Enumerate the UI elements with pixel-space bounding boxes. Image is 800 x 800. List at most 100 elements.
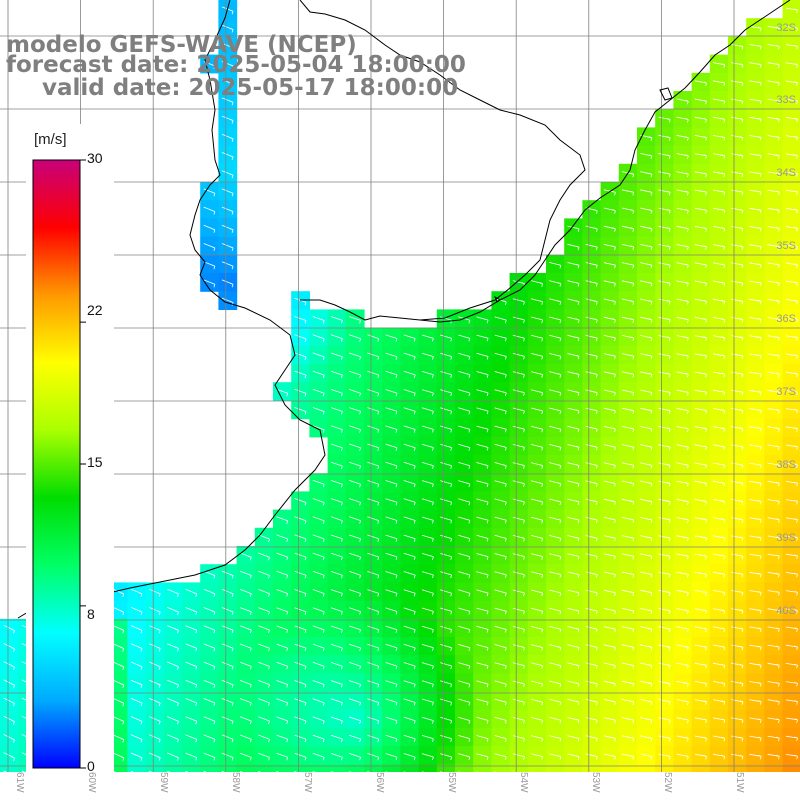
wind-arrow [203, 206, 216, 215]
wind-arrow [567, 553, 580, 560]
wind-arrow [403, 625, 416, 633]
wind-arrow [439, 753, 453, 761]
wind-arrow [640, 498, 653, 505]
wind-arrow [585, 735, 598, 742]
wind-arrow [439, 516, 453, 524]
wind-arrow [731, 608, 744, 614]
wind-arrow [167, 716, 179, 725]
wind-arrow [603, 680, 616, 687]
wind-arrow [731, 735, 744, 742]
wind-arrow [749, 408, 762, 414]
wind-arrow [549, 298, 562, 305]
wind-arrow [130, 716, 143, 725]
wind-arrow [149, 752, 161, 761]
wind-arrow [385, 352, 398, 360]
wind-arrow [658, 316, 671, 323]
wind-arrow [549, 735, 562, 742]
wind-arrow [567, 389, 580, 396]
wind-arrow [112, 752, 125, 761]
wind-arrow [330, 734, 343, 743]
wind-arrow [767, 699, 780, 705]
wind-arrow [512, 553, 525, 560]
wind-arrow [767, 317, 780, 323]
wind-arrow [203, 661, 216, 670]
wind-arrow [385, 461, 398, 470]
wind-arrow [530, 717, 544, 724]
wind-arrow [367, 571, 380, 579]
wind-arrow [567, 353, 580, 360]
wind-arrow [731, 699, 744, 705]
wind-arrow [330, 389, 343, 397]
wind-arrow [458, 716, 471, 724]
wind-arrow [785, 699, 798, 705]
wind-arrow [367, 607, 380, 615]
wind-arrow [458, 389, 471, 397]
wind-arrow [585, 371, 598, 378]
wind-arrow [585, 571, 598, 578]
wind-arrow [294, 734, 307, 743]
wind-arrow [349, 407, 361, 415]
wind-arrow [676, 389, 689, 396]
wind-arrow [367, 680, 380, 688]
wind-arrow [676, 298, 689, 305]
wind-arrow [312, 334, 325, 342]
wind-arrow [585, 298, 598, 305]
wind-arrow [658, 644, 671, 651]
wind-arrow [731, 353, 744, 360]
wind-arrow [367, 534, 380, 542]
wind-arrow [203, 588, 216, 597]
wind-arrow [712, 717, 726, 724]
wind-arrow [476, 462, 489, 469]
wind-arrow [530, 298, 544, 305]
wind-arrow [349, 352, 361, 360]
wind-arrow [785, 481, 798, 487]
wind-arrow [258, 589, 270, 597]
wind-arrow [785, 280, 798, 287]
wind-arrow [149, 698, 161, 707]
wind-arrow [640, 371, 653, 378]
wind-arrow [512, 662, 525, 669]
wind-arrow [658, 462, 671, 469]
wind-arrow [458, 607, 471, 615]
lon-label: 58W [230, 772, 241, 793]
wind-arrow [549, 316, 562, 324]
wind-arrow [603, 644, 616, 651]
wind-arrow [403, 461, 416, 470]
wind-arrow [640, 444, 653, 451]
wind-arrow [112, 625, 125, 634]
wind-arrow [585, 353, 598, 360]
wind-arrow [512, 462, 525, 469]
wind-arrow [403, 352, 416, 360]
wind-arrow [640, 262, 653, 269]
wind-arrow [458, 407, 471, 415]
wind-arrow [567, 316, 580, 324]
wind-arrow [585, 316, 598, 324]
wind-arrow [349, 607, 361, 615]
wind-arrow [585, 644, 598, 651]
wind-arrow [731, 280, 744, 287]
wind-arrow [621, 644, 635, 651]
wind-arrow [676, 244, 689, 251]
wind-arrow [349, 534, 361, 542]
wind-arrow [530, 280, 544, 287]
wind-arrow [712, 426, 726, 432]
wind-arrow [458, 680, 471, 688]
wind-arrow [421, 644, 434, 651]
wind-arrow [640, 153, 653, 160]
wind-arrow [3, 679, 15, 689]
wind-arrow [439, 571, 453, 579]
wind-arrow [185, 625, 198, 634]
wind-arrow [421, 662, 434, 670]
wind-arrow [694, 207, 707, 214]
wind-arrow [640, 426, 653, 433]
wind-arrow [785, 517, 798, 523]
wind-arrow [585, 498, 598, 506]
wind-arrow [749, 80, 762, 87]
wind-arrow [494, 498, 507, 506]
wind-arrow [749, 626, 762, 633]
wind-arrow [167, 661, 179, 670]
wind-arrow [621, 189, 635, 196]
wind-arrow [676, 517, 689, 524]
wind-arrow [694, 717, 707, 724]
wind-arrow [530, 644, 544, 651]
